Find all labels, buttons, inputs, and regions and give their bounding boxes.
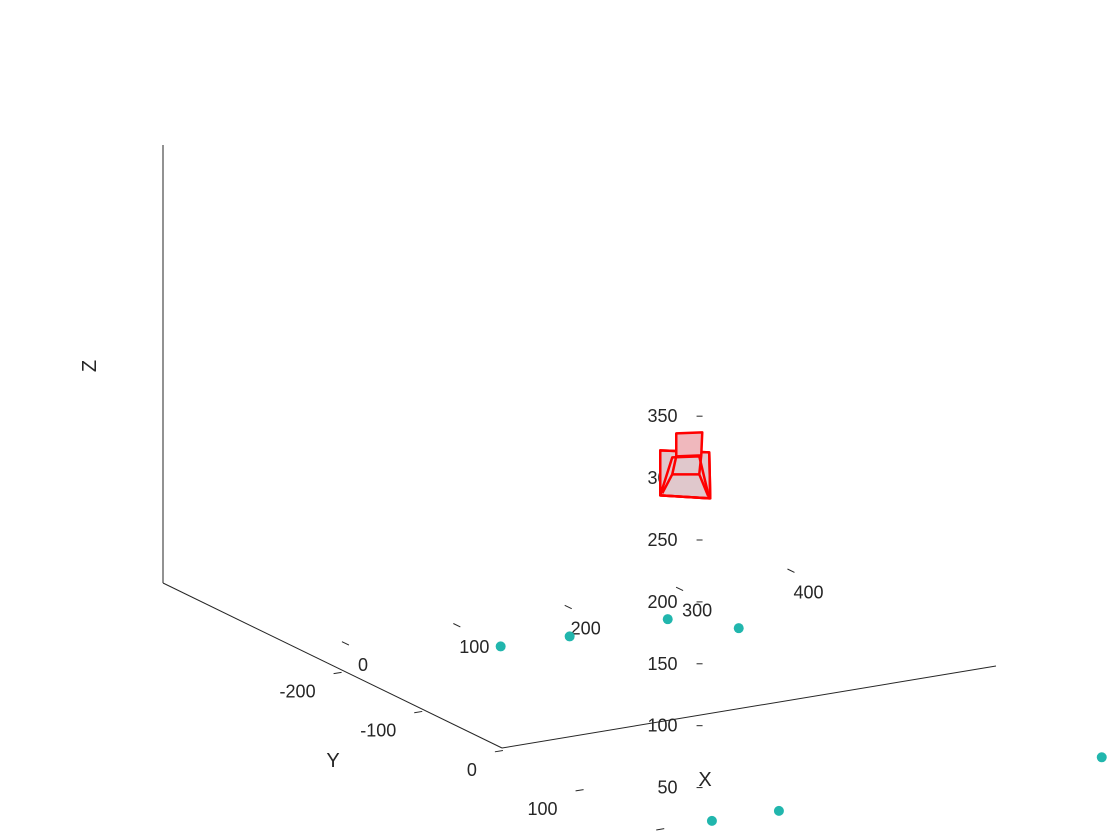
y-tick-label: 200 [608,838,638,840]
y-tick-mark [333,671,342,675]
y-axis-title: Y [326,750,339,772]
scatter-points [495,614,1107,826]
z-tick-label: 250 [648,530,678,550]
x-tick-label: 300 [682,601,712,621]
x-tick-mark [787,568,795,573]
camera-object [659,431,712,500]
y-axis-ticks: 200 100 0 -100 -200 [280,671,665,840]
x-tick-label: 200 [571,619,601,639]
camera-edge [671,456,678,475]
x-axis-line [501,665,997,749]
camera-body-inner [659,455,711,500]
y-axis-line [162,582,503,749]
z-tick-label: 50 [658,778,678,798]
camera-edge [698,473,710,497]
y-tick-label: -200 [280,682,316,702]
y-tick-mark [494,750,503,753]
y-tick-mark [656,828,665,831]
x-tick-mark [341,641,350,646]
scatter-point [773,805,784,816]
z-tick-label: 150 [648,654,678,674]
y-tick-mark [575,789,584,792]
scatter-point [495,641,506,652]
x-tick-mark [453,623,461,628]
y-tick-mark [414,710,423,714]
x-tick-label: 100 [459,637,489,657]
y-tick-label: 0 [467,760,477,780]
scatter-point [706,815,717,826]
camera-edge [698,455,703,475]
x-axis-title: X [698,769,711,791]
axes-lines [162,145,997,749]
z-axis-title: Z [79,360,101,372]
z-tick-label: 200 [648,592,678,612]
scatter-point [1096,752,1107,763]
x-tick-label: 0 [358,655,368,675]
scatter-point [733,623,744,634]
y-tick-label: 100 [528,799,558,819]
camera-viewfinder [675,431,704,458]
z-tick-label: 100 [648,716,678,736]
x-tick-mark [564,604,572,610]
x-tick-label: 400 [793,582,823,602]
y-tick-label: -100 [360,721,396,741]
x-tick-mark [675,586,684,592]
z-tick-label: 350 [648,406,678,426]
scatter-point [564,631,575,642]
scatter-point [662,614,673,625]
camera-edge [661,473,674,494]
